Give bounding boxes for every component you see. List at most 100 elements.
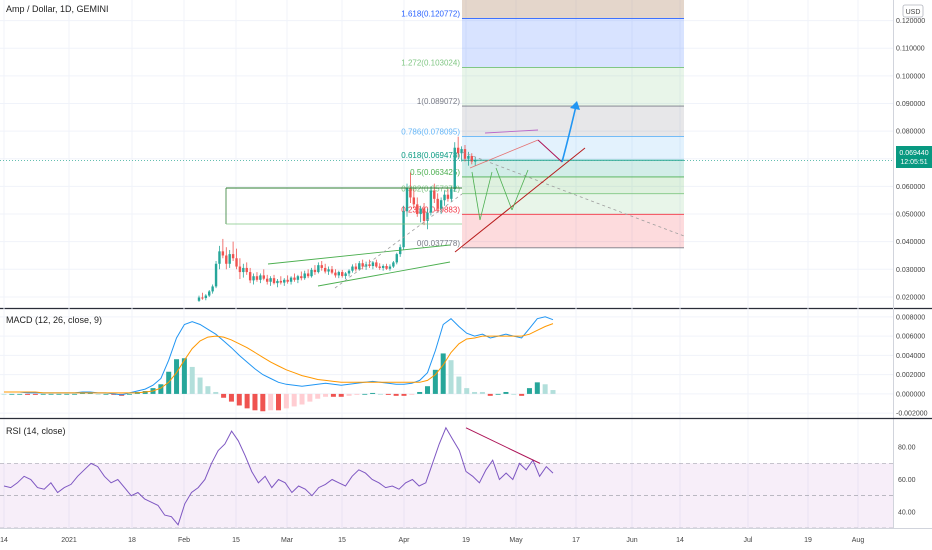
trendline: [495, 167, 513, 211]
candle: [463, 149, 467, 159]
candle: [388, 266, 392, 269]
candle: [453, 147, 456, 190]
candle: [242, 267, 245, 273]
histogram-bar: [425, 386, 431, 394]
histogram-bar: [158, 384, 164, 394]
histogram-bar: [79, 392, 85, 394]
histogram-bar: [417, 391, 423, 394]
time-tick-label: 17: [572, 537, 580, 544]
rsi-tick-label: 60.00: [898, 477, 916, 484]
histogram-bar: [377, 393, 383, 395]
rsi-title: RSI (14, close): [6, 426, 66, 436]
symbol-title: Amp / Dollar, 1D, GEMINI: [6, 4, 109, 14]
candle: [320, 265, 323, 268]
time-tick-label: 14: [676, 537, 684, 544]
divergence-line: [465, 427, 541, 464]
fib-zone: [462, 67, 684, 107]
candle: [385, 265, 388, 269]
histogram-bar: [25, 393, 31, 395]
candle: [426, 212, 429, 221]
candle: [231, 254, 235, 259]
price-tick-label: 0.060000: [896, 184, 925, 191]
histogram-bar: [448, 360, 454, 394]
fib-level-label: 1(0.089072): [417, 97, 460, 106]
time-tick-label: Mar: [281, 537, 294, 544]
candle: [405, 187, 409, 212]
candle: [225, 255, 228, 264]
histogram-bar: [472, 391, 478, 394]
macd-tick-label: 0.008000: [896, 314, 925, 321]
candle: [446, 194, 450, 199]
histogram-bar: [479, 391, 485, 394]
trendline: [469, 139, 539, 169]
candle: [398, 247, 402, 255]
histogram-bar: [205, 386, 211, 394]
svg-text:0.069440: 0.069440: [899, 150, 928, 157]
time-tick-label: 14: [0, 537, 8, 544]
candle: [214, 263, 218, 287]
histogram-bar: [48, 393, 54, 395]
candle: [259, 275, 262, 280]
candle: [303, 273, 306, 279]
candle: [371, 262, 375, 266]
candle: [381, 265, 385, 268]
histogram-bar: [401, 393, 407, 396]
histogram-bar: [503, 391, 509, 394]
svg-text:12:05:51: 12:05:51: [900, 159, 927, 166]
histogram-bar: [64, 393, 70, 395]
histogram-bar: [228, 393, 234, 402]
histogram-bar: [103, 393, 109, 395]
candle: [341, 272, 344, 276]
time-tick-label: 15: [338, 537, 346, 544]
histogram-bar: [338, 393, 344, 397]
candle: [375, 262, 378, 267]
fib-zone: [462, 176, 684, 194]
candle: [450, 189, 453, 199]
candle: [317, 265, 320, 273]
time-tick-label: 15: [232, 537, 240, 544]
candle: [334, 272, 337, 276]
histogram-bar: [72, 393, 78, 395]
time-axis[interactable]: 14 2021 18 Feb 15 Mar 15 Apr 19 May 17 Jun 14 Jul 19 Au…: [0, 528, 932, 545]
histogram-bar: [213, 391, 219, 394]
rsi-pane[interactable]: 80.00 60.00 40.00: [0, 426, 916, 529]
trendline: [479, 171, 493, 221]
histogram-bar: [1, 393, 7, 395]
histogram-bar: [487, 393, 493, 396]
fib-level-label: 0.5(0.063425): [410, 168, 460, 177]
fib-level-label: 1.272(0.103024): [401, 58, 460, 67]
histogram-bar: [511, 393, 517, 395]
candle: [204, 295, 208, 299]
candle: [300, 276, 303, 279]
histogram-bar: [268, 393, 274, 411]
price-pane[interactable]: 0.120000 0.110000 0.100000 0.090000 0.080000…: [0, 0, 932, 528]
currency-button[interactable]: USD: [902, 4, 924, 18]
svg-text:USD: USD: [906, 9, 921, 16]
candle: [296, 276, 300, 280]
histogram-bar: [542, 384, 548, 394]
time-tick-label: 19: [462, 537, 470, 544]
price-tick-label: 0.040000: [896, 239, 925, 246]
candle: [238, 266, 242, 273]
histogram-bar: [315, 393, 321, 399]
price-tick-label: 0.030000: [896, 267, 925, 274]
histogram-bar: [409, 393, 415, 395]
candle: [429, 190, 433, 213]
macd-title: MACD (12, 26, close, 9): [6, 315, 102, 325]
candle: [245, 267, 248, 273]
fib-zone: [462, 0, 684, 19]
candle: [276, 280, 279, 284]
time-tick-label: Feb: [178, 537, 190, 544]
histogram-bar: [432, 369, 438, 394]
wedge-line: [537, 139, 563, 163]
macd-pane[interactable]: 0.008000 0.006000 0.004000 0.002000 0.000000…: [0, 314, 932, 420]
histogram-bar: [276, 393, 281, 411]
rsi-tick-label: 80.00: [898, 445, 916, 452]
macd-tick-label: -0.002000: [896, 411, 928, 418]
histogram-bar: [354, 393, 360, 395]
candle: [235, 258, 238, 267]
histogram-bar: [221, 393, 227, 398]
histogram-bar: [323, 393, 329, 397]
candle: [255, 276, 259, 280]
